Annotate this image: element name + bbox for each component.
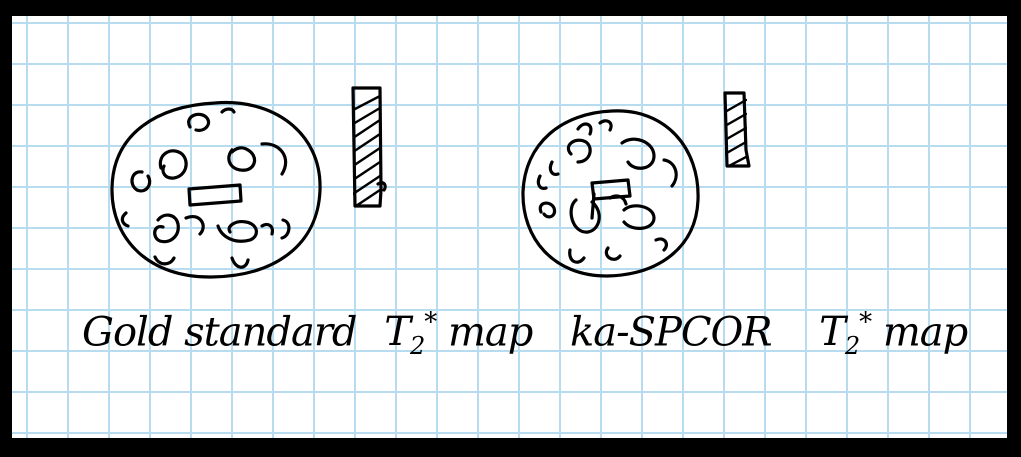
left-inclusion xyxy=(158,149,188,180)
left-caption: Gold standard T2* map xyxy=(82,308,533,361)
left-colorbar xyxy=(351,86,387,208)
right-inclusion xyxy=(569,198,601,234)
left-caption-main: Gold standard xyxy=(82,309,358,356)
right-caption-superscript: * xyxy=(859,308,872,338)
left-inclusion xyxy=(216,220,258,243)
left-inclusion xyxy=(227,146,257,172)
right-colorbar xyxy=(723,91,751,168)
left-caption-superscript: * xyxy=(424,308,437,338)
right-inclusion xyxy=(568,248,586,264)
right-inclusion xyxy=(622,204,656,230)
left-caption-subscript: 2 xyxy=(409,332,425,361)
left-inclusion xyxy=(260,222,274,236)
right-phantom-circle xyxy=(521,109,700,278)
left-roi-rectangle xyxy=(187,183,243,207)
right-inclusion xyxy=(598,119,613,132)
left-inclusion xyxy=(230,256,250,269)
left-inclusion xyxy=(260,142,288,176)
left-inclusion xyxy=(153,255,176,266)
right-roi-rectangle xyxy=(590,178,632,201)
right-caption-main: ka-SPCOR xyxy=(570,309,772,356)
right-caption-subscript: 2 xyxy=(844,332,860,361)
grid-paper xyxy=(12,16,1007,438)
left-inclusion xyxy=(120,211,130,228)
left-inclusion xyxy=(153,213,180,244)
left-inclusion xyxy=(280,218,291,240)
right-inclusion xyxy=(536,174,548,190)
right-inclusion xyxy=(604,246,622,261)
right-caption-tail: map xyxy=(882,309,968,356)
right-inclusion xyxy=(662,158,678,188)
right-caption-symbol: T2* xyxy=(819,308,872,361)
left-inclusion xyxy=(220,107,236,114)
right-inclusion xyxy=(654,237,669,252)
left-phantom-circle xyxy=(110,100,322,279)
right-inclusion xyxy=(620,137,656,170)
right-inclusion xyxy=(566,138,592,164)
right-caption: ka-SPCOR T2* map xyxy=(570,308,968,361)
left-inclusion xyxy=(184,215,205,236)
right-inclusion xyxy=(538,201,557,219)
left-caption-tail: map xyxy=(447,309,533,356)
left-inclusion xyxy=(187,112,211,132)
left-inclusion xyxy=(130,170,152,193)
left-caption-symbol: T2* xyxy=(384,308,437,361)
right-inclusion xyxy=(576,122,593,136)
right-inclusion xyxy=(548,160,560,176)
